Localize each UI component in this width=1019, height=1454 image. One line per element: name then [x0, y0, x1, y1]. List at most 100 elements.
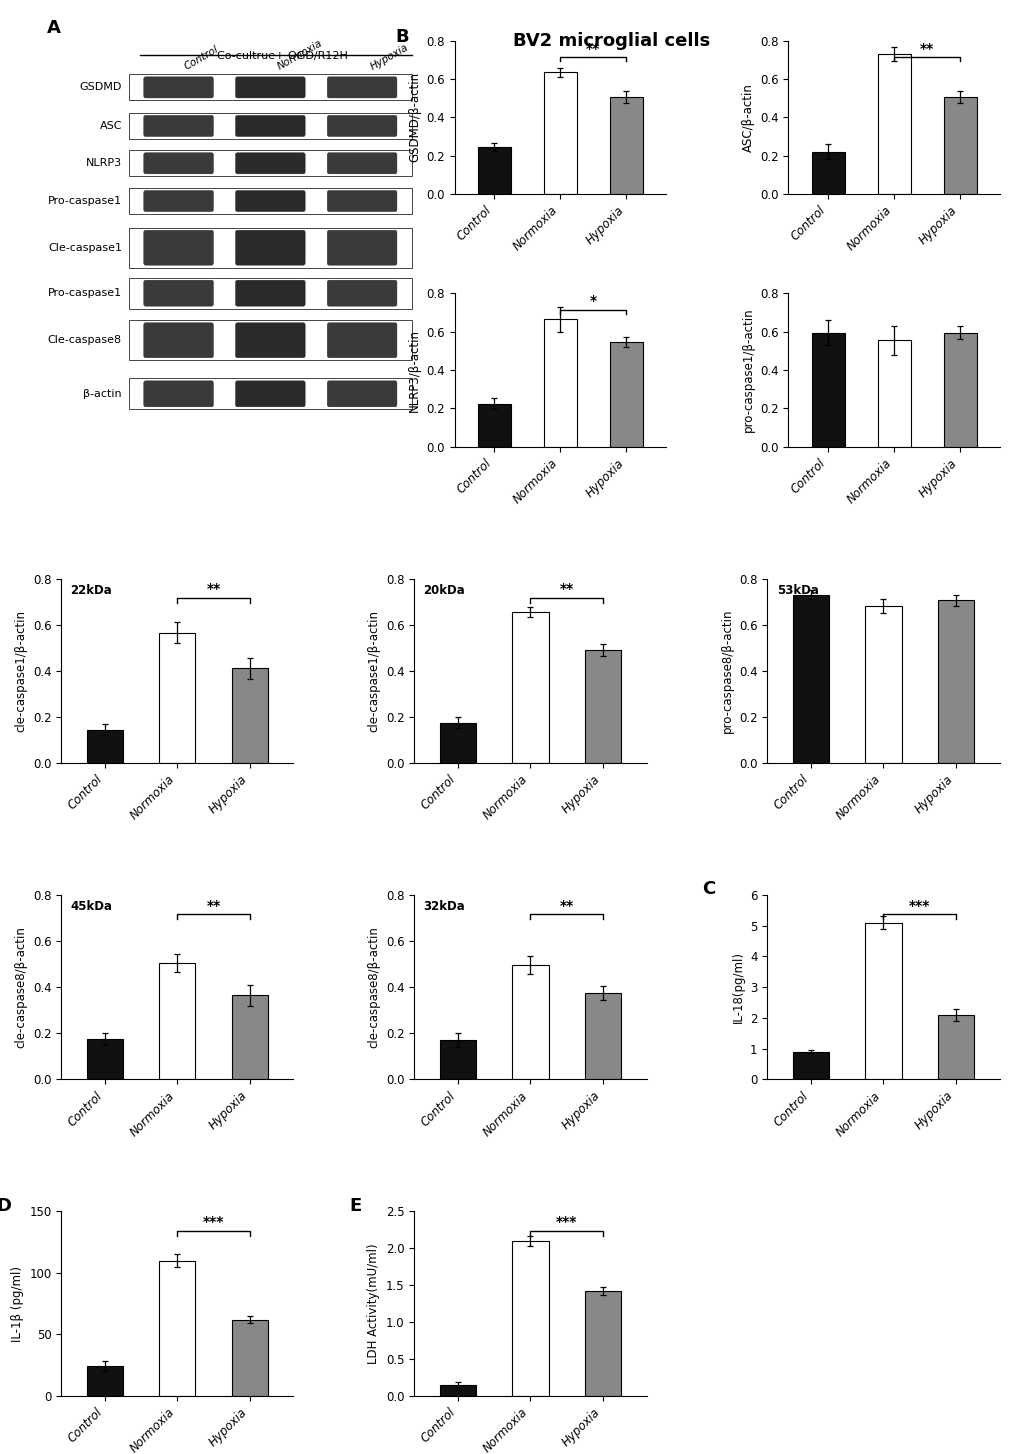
FancyBboxPatch shape	[129, 228, 411, 268]
Text: Pro-caspase1: Pro-caspase1	[48, 196, 122, 206]
Bar	[584, 993, 621, 1079]
FancyBboxPatch shape	[235, 153, 305, 174]
Text: **: **	[586, 42, 600, 55]
Bar	[87, 730, 122, 763]
Text: **: **	[559, 899, 574, 913]
Bar	[231, 995, 268, 1079]
FancyBboxPatch shape	[327, 153, 396, 174]
Text: ***: ***	[908, 899, 929, 913]
FancyBboxPatch shape	[235, 115, 305, 137]
Bar	[811, 151, 844, 193]
FancyBboxPatch shape	[129, 278, 411, 308]
Bar	[159, 963, 196, 1079]
Text: Co-cultrue+ OGD/R12H: Co-cultrue+ OGD/R12H	[217, 51, 347, 61]
FancyBboxPatch shape	[144, 230, 213, 265]
Text: **: **	[919, 42, 933, 55]
Text: NLRP3: NLRP3	[86, 158, 122, 169]
Bar	[478, 147, 511, 193]
Y-axis label: IL-18(pg/ml): IL-18(pg/ml)	[731, 951, 744, 1024]
Text: Cle-caspase1: Cle-caspase1	[48, 243, 122, 253]
Y-axis label: cle-caspase8/β-actin: cle-caspase8/β-actin	[14, 926, 28, 1048]
Bar	[87, 1040, 122, 1079]
Text: 20kDa: 20kDa	[423, 585, 465, 598]
Text: ***: ***	[555, 1216, 577, 1229]
Bar	[439, 1384, 476, 1396]
FancyBboxPatch shape	[144, 77, 213, 97]
Text: C: C	[702, 880, 715, 899]
FancyBboxPatch shape	[129, 74, 411, 100]
Text: Pro-caspase1: Pro-caspase1	[48, 288, 122, 298]
Text: GSDMD: GSDMD	[79, 83, 122, 93]
Bar	[876, 340, 910, 446]
Bar	[87, 1367, 122, 1396]
FancyBboxPatch shape	[235, 381, 305, 407]
Bar	[864, 923, 901, 1079]
Text: β-actin: β-actin	[84, 388, 122, 398]
Bar	[231, 1320, 268, 1396]
Bar	[792, 1051, 828, 1079]
FancyBboxPatch shape	[327, 77, 396, 97]
Y-axis label: cle-caspase8/β-actin: cle-caspase8/β-actin	[367, 926, 380, 1048]
Text: ASC: ASC	[100, 121, 122, 131]
Bar	[439, 1040, 476, 1079]
Bar	[937, 601, 973, 763]
Text: 45kDa: 45kDa	[70, 900, 112, 913]
FancyBboxPatch shape	[235, 77, 305, 97]
Bar	[943, 333, 975, 446]
Bar	[811, 333, 844, 446]
Bar	[609, 342, 642, 446]
Bar	[439, 723, 476, 763]
Text: **: **	[206, 899, 220, 913]
Bar	[876, 54, 910, 193]
Text: Normoxia: Normoxia	[275, 38, 324, 71]
Text: Cle-caspase8: Cle-caspase8	[48, 336, 122, 345]
FancyBboxPatch shape	[144, 281, 213, 307]
Y-axis label: IL-1β (pg/ml): IL-1β (pg/ml)	[10, 1265, 23, 1342]
Y-axis label: pro-caspase1/β-actin: pro-caspase1/β-actin	[741, 308, 754, 432]
Bar	[937, 1015, 973, 1079]
Text: 32kDa: 32kDa	[423, 900, 465, 913]
FancyBboxPatch shape	[327, 115, 396, 137]
Bar	[609, 97, 642, 193]
Y-axis label: NLRP3/β-actin: NLRP3/β-actin	[408, 329, 421, 411]
Bar	[943, 97, 975, 193]
FancyBboxPatch shape	[327, 190, 396, 212]
Bar	[231, 669, 268, 763]
FancyBboxPatch shape	[144, 115, 213, 137]
Bar	[512, 612, 548, 763]
Y-axis label: ASC/β-actin: ASC/β-actin	[741, 83, 754, 151]
Bar	[543, 320, 577, 446]
Y-axis label: pro-caspase8/β-actin: pro-caspase8/β-actin	[719, 609, 733, 733]
Text: B: B	[395, 29, 409, 47]
Text: 22kDa: 22kDa	[70, 585, 112, 598]
Text: BV2 microglial cells: BV2 microglial cells	[513, 32, 710, 49]
FancyBboxPatch shape	[144, 153, 213, 174]
Text: **: **	[206, 583, 220, 596]
Text: **: **	[559, 583, 574, 596]
Y-axis label: cle-caspase1/β-actin: cle-caspase1/β-actin	[14, 609, 28, 731]
Y-axis label: GSDMD/β-actin: GSDMD/β-actin	[408, 73, 421, 163]
Bar	[584, 1291, 621, 1396]
Bar	[543, 73, 577, 193]
FancyBboxPatch shape	[327, 230, 396, 265]
FancyBboxPatch shape	[327, 281, 396, 307]
Text: ***: ***	[203, 1216, 224, 1229]
FancyBboxPatch shape	[129, 188, 411, 214]
FancyBboxPatch shape	[235, 323, 305, 358]
Text: *: *	[589, 294, 596, 308]
Text: E: E	[348, 1197, 361, 1214]
FancyBboxPatch shape	[235, 190, 305, 212]
Bar	[478, 404, 511, 446]
FancyBboxPatch shape	[129, 113, 411, 140]
Text: D: D	[0, 1197, 11, 1214]
Bar	[159, 632, 196, 763]
FancyBboxPatch shape	[144, 381, 213, 407]
FancyBboxPatch shape	[129, 320, 411, 361]
FancyBboxPatch shape	[235, 281, 305, 307]
Bar	[159, 1261, 196, 1396]
FancyBboxPatch shape	[144, 190, 213, 212]
Y-axis label: cle-caspase1/β-actin: cle-caspase1/β-actin	[367, 609, 380, 731]
Bar	[512, 1240, 548, 1396]
Text: Control: Control	[182, 44, 220, 71]
Text: 53kDa: 53kDa	[775, 585, 817, 598]
